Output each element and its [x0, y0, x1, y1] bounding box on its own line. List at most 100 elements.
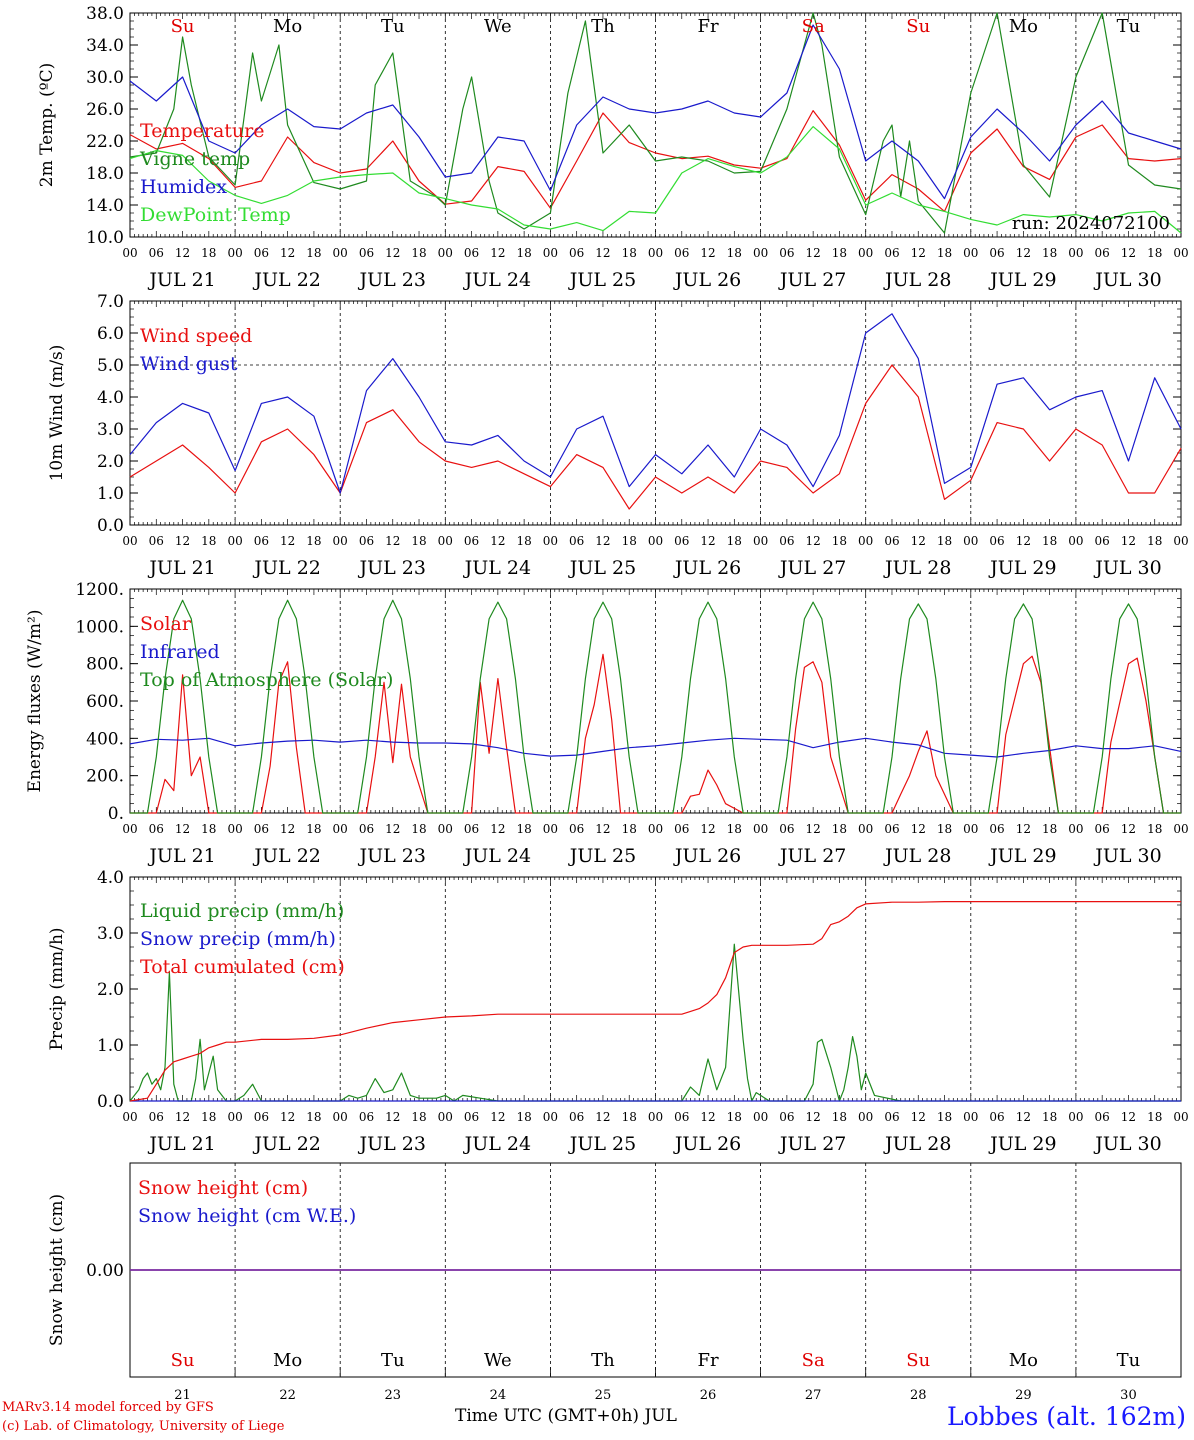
weekday-label: Mo: [1009, 16, 1038, 37]
x-hour-label: 00: [1068, 534, 1083, 548]
x-hour-label: 06: [674, 534, 689, 548]
x-hour-label: 00: [858, 822, 873, 836]
x-hour-label: 00: [963, 246, 978, 260]
legend-entry: Snow height (cm): [138, 1177, 308, 1199]
x-hour-label: 18: [201, 822, 216, 836]
x-hour-label: 12: [911, 534, 926, 548]
x-hour-label: 00: [648, 534, 663, 548]
x-hour-label: 18: [727, 534, 742, 548]
x-hour-label: 06: [149, 822, 164, 836]
x-hour-label: 18: [622, 534, 637, 548]
y-axis-label: 10m Wind (m/s): [47, 345, 67, 482]
x-hour-label: 12: [595, 246, 610, 260]
y-tick-label: 1200.: [75, 580, 124, 600]
x-hour-label: 18: [411, 822, 426, 836]
weekday-label: Su: [906, 1350, 930, 1371]
x-day-label: JUL 25: [568, 845, 636, 867]
x-hour-label: 18: [201, 1110, 216, 1124]
x-day-number: 25: [595, 1388, 612, 1400]
x-hour-label: 12: [490, 534, 505, 548]
x-hour-label: 12: [700, 1110, 715, 1124]
x-hour-label: 00: [122, 1110, 137, 1124]
x-hour-label: 00: [648, 822, 663, 836]
x-day-label: JUL 25: [568, 269, 636, 291]
x-day-number: 30: [1120, 1388, 1137, 1400]
x-hour-label: 00: [438, 822, 453, 836]
x-hour-label: 18: [306, 822, 321, 836]
x-hour-label: 12: [700, 822, 715, 836]
x-hour-label: 18: [622, 246, 637, 260]
x-day-label: JUL 22: [252, 269, 320, 291]
x-hour-label: 06: [779, 534, 794, 548]
x-hour-label: 12: [175, 822, 190, 836]
x-hour-label: 12: [490, 246, 505, 260]
x-hour-label: 06: [674, 822, 689, 836]
legend-entry: Wind gust: [140, 353, 238, 375]
x-hour-label: 06: [254, 1110, 269, 1124]
weekday-label: Fr: [698, 16, 719, 37]
credit-line-1: MARv3.14 model forced by GFS: [2, 1400, 214, 1415]
x-hour-label: 18: [1147, 822, 1162, 836]
x-hour-label: 06: [989, 1110, 1004, 1124]
y-tick-label: 0.: [108, 804, 124, 824]
x-hour-label: 18: [1147, 534, 1162, 548]
x-hour-label: 06: [464, 246, 479, 260]
x-hour-label: 06: [359, 1110, 374, 1124]
y-tick-label: 4.0: [97, 868, 124, 888]
x-hour-label: 12: [175, 1110, 190, 1124]
y-tick-label: 5.0: [97, 356, 124, 376]
legend-entry: Humidex: [140, 176, 227, 198]
x-hour-label: 06: [464, 822, 479, 836]
x-day-label: JUL 26: [673, 845, 741, 867]
x-hour-label: 18: [1042, 822, 1057, 836]
x-day-label: JUL 21: [147, 269, 215, 291]
x-hour-label: 06: [779, 822, 794, 836]
x-hour-label: 12: [1016, 1110, 1031, 1124]
x-hour-label: 06: [149, 246, 164, 260]
y-tick-label: 3.0: [97, 924, 124, 944]
x-day-label: JUL 30: [1093, 269, 1161, 291]
x-hour-label: 18: [411, 534, 426, 548]
x-hour-label: 06: [569, 822, 584, 836]
x-day-label: JUL 21: [147, 557, 215, 579]
x-hour-label: 18: [832, 246, 847, 260]
y-tick-label: 1.0: [97, 1036, 124, 1056]
x-hour-label: 12: [1121, 822, 1136, 836]
y-tick-label: 400.: [86, 729, 124, 749]
y-tick-label: 0.0: [97, 516, 124, 536]
x-hour-label: 00: [648, 1110, 663, 1124]
x-hour-label: 00: [858, 1110, 873, 1124]
x-hour-label: 00: [333, 1110, 348, 1124]
x-day-number: 29: [1015, 1388, 1032, 1400]
x-day-label: JUL 26: [673, 1133, 741, 1155]
series-line-temperature: [129, 110, 1182, 212]
x-hour-label: 12: [1121, 246, 1136, 260]
x-hour-label: 00: [1173, 822, 1188, 836]
weekday-label: Tu: [381, 16, 405, 37]
x-hour-label: 12: [595, 534, 610, 548]
weekday-label: Mo: [273, 16, 302, 37]
x-hour-label: 12: [490, 822, 505, 836]
x-hour-label: 06: [884, 822, 899, 836]
x-hour-label: 00: [963, 822, 978, 836]
x-hour-label: 18: [1147, 1110, 1162, 1124]
legend-entry: Wind speed: [140, 325, 252, 347]
x-hour-label: 00: [648, 246, 663, 260]
x-day-number: 26: [700, 1388, 717, 1400]
x-hour-label: 06: [884, 534, 899, 548]
x-day-label: JUL 24: [463, 557, 531, 579]
x-hour-label: 18: [727, 246, 742, 260]
x-hour-label: 06: [1095, 822, 1110, 836]
x-day-label: JUL 23: [358, 845, 426, 867]
series-line-humidex: [129, 24, 1182, 200]
x-day-number: 21: [174, 1388, 191, 1400]
x-hour-label: 18: [1042, 246, 1057, 260]
x-day-number: 22: [279, 1388, 296, 1400]
x-hour-label: 00: [963, 1110, 978, 1124]
x-day-label: JUL 29: [988, 845, 1056, 867]
x-day-label: JUL 21: [147, 1133, 215, 1155]
x-hour-label: 00: [543, 1110, 558, 1124]
weekday-label: Tu: [1117, 1350, 1141, 1371]
x-day-label: JUL 29: [988, 557, 1056, 579]
x-hour-label: 18: [201, 246, 216, 260]
